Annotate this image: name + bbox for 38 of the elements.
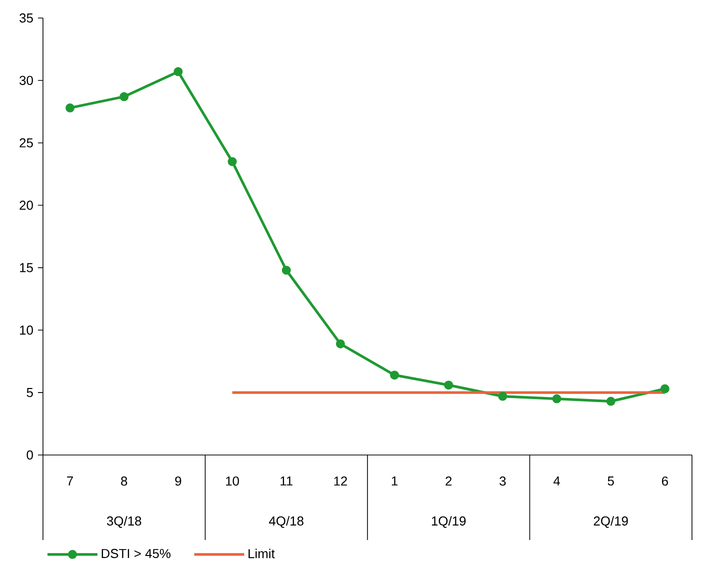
x-tick-label: 7 [67,476,73,486]
x-tick-label: 9 [175,476,182,486]
point [660,384,670,394]
x-tick-label: 4 [553,476,560,486]
text: 3Q/18 [106,516,142,528]
text: 2Q/19 [594,516,628,528]
y-tick-label: 20 [20,200,33,210]
text: 4Q/18 [269,516,304,528]
x-tick-label: 1 [392,476,398,486]
y-tick-label: 0 [26,450,33,460]
legend-label: Limit [248,548,275,558]
x-tick-label: 11 [280,476,292,486]
y-tick-label: 5 [26,388,33,398]
point [552,394,562,404]
x-tick-label: 10 [226,476,239,486]
y-tick-label: 10 [20,326,33,335]
point [174,67,183,76]
point [336,339,345,348]
x-tick-label: 6 [662,476,668,486]
y-tick-label: 30 [20,76,33,85]
x-tick-label: 5 [608,476,614,486]
point [606,396,616,406]
y-tick-label: 15 [20,263,33,272]
point [66,103,75,112]
point [282,266,291,275]
text: 1Q/19 [432,516,466,528]
x-tick-label: 2 [446,476,452,486]
y-tick-label: 25 [20,138,33,148]
legend-label: DSTI > 45% [102,548,170,558]
point [228,157,237,166]
x-tick-label: 3 [500,476,506,486]
point [498,392,508,401]
point [390,370,400,380]
y-tick-label: 35 [20,13,33,23]
x-tick-label: 12 [334,476,347,486]
point [120,92,129,102]
point [444,380,454,390]
x-tick-label: 8 [121,476,128,486]
